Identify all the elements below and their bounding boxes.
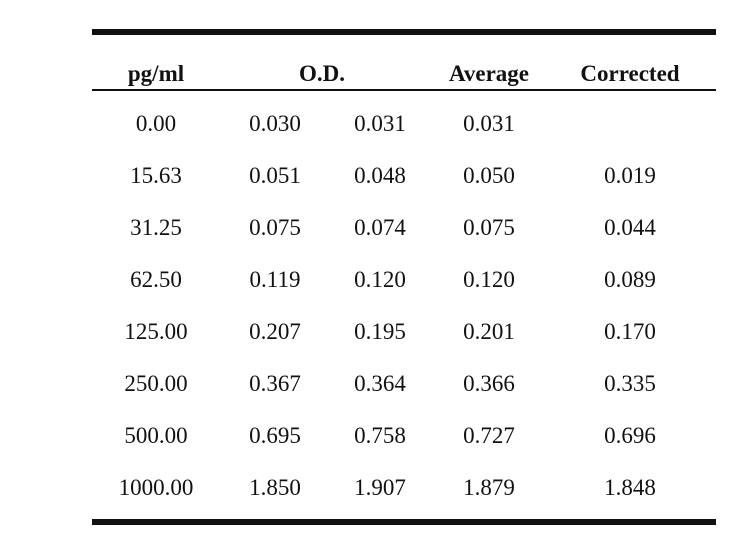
cell-average: 0.201 bbox=[463, 319, 515, 344]
cell-average: 0.366 bbox=[463, 371, 515, 396]
standard-curve-table: pg/ml O.D. Average Corrected 0.00 0.030 … bbox=[92, 29, 716, 525]
cell-average: 0.727 bbox=[463, 423, 515, 448]
cell-od-1: 0.207 bbox=[249, 319, 301, 344]
cell-concentration: 31.25 bbox=[130, 215, 182, 240]
table-row: 0.00 0.030 0.031 0.031 bbox=[92, 99, 716, 151]
cell-corrected: 0.335 bbox=[604, 371, 656, 396]
cell-od-1: 0.051 bbox=[249, 163, 301, 188]
cell-od-1: 0.367 bbox=[249, 371, 301, 396]
cell-od-2: 0.758 bbox=[354, 423, 406, 448]
cell-concentration: 15.63 bbox=[130, 163, 182, 188]
cell-corrected: 0.170 bbox=[604, 319, 656, 344]
cell-od-1: 0.695 bbox=[249, 423, 301, 448]
table-bottom-rule bbox=[92, 519, 716, 525]
cell-concentration: 62.50 bbox=[130, 267, 182, 292]
cell-concentration: 125.00 bbox=[124, 319, 188, 344]
cell-od-2: 0.364 bbox=[354, 371, 406, 396]
cell-average: 0.120 bbox=[463, 267, 515, 292]
table-header-row: pg/ml O.D. Average Corrected bbox=[92, 35, 716, 89]
table-row: 15.63 0.051 0.048 0.050 0.019 bbox=[92, 151, 716, 203]
cell-od-2: 0.074 bbox=[354, 215, 406, 240]
cell-od-2: 0.048 bbox=[354, 163, 406, 188]
header-concentration: pg/ml bbox=[127, 61, 185, 86]
cell-corrected: 0.044 bbox=[604, 215, 656, 240]
table-row: 250.00 0.367 0.364 0.366 0.335 bbox=[92, 359, 716, 411]
cell-od-1: 0.119 bbox=[249, 267, 301, 292]
cell-od-2: 0.195 bbox=[354, 319, 406, 344]
cell-average: 1.879 bbox=[463, 475, 515, 500]
cell-average: 0.031 bbox=[463, 111, 515, 136]
header-corrected: Corrected bbox=[580, 61, 680, 86]
cell-concentration: 1000.00 bbox=[118, 475, 194, 500]
cell-corrected: 0.089 bbox=[604, 267, 656, 292]
cell-od-2: 0.120 bbox=[354, 267, 406, 292]
header-od: O.D. bbox=[299, 61, 345, 86]
cell-average: 0.075 bbox=[463, 215, 515, 240]
cell-od-2: 0.031 bbox=[354, 111, 406, 136]
cell-concentration: 0.00 bbox=[135, 111, 177, 136]
cell-concentration: 250.00 bbox=[124, 371, 188, 396]
table-row: 31.25 0.075 0.074 0.075 0.044 bbox=[92, 203, 716, 255]
cell-od-1: 0.075 bbox=[249, 215, 301, 240]
cell-concentration: 500.00 bbox=[124, 423, 188, 448]
table-header-rule bbox=[92, 89, 716, 91]
cell-corrected: 1.848 bbox=[604, 475, 656, 500]
table-top-rule bbox=[92, 29, 716, 35]
cell-od-2: 1.907 bbox=[354, 475, 406, 500]
table-row: 62.50 0.119 0.120 0.120 0.089 bbox=[92, 255, 716, 307]
cell-od-1: 0.030 bbox=[249, 111, 301, 136]
table-row: 500.00 0.695 0.758 0.727 0.696 bbox=[92, 411, 716, 463]
cell-od-1: 1.850 bbox=[249, 475, 301, 500]
cell-average: 0.050 bbox=[463, 163, 515, 188]
table-row: 1000.00 1.850 1.907 1.879 1.848 bbox=[92, 463, 716, 515]
cell-corrected: 0.696 bbox=[604, 423, 656, 448]
table-row: 125.00 0.207 0.195 0.201 0.170 bbox=[92, 307, 716, 359]
header-average: Average bbox=[448, 61, 530, 86]
cell-corrected: 0.019 bbox=[604, 163, 656, 188]
table-body: 0.00 0.030 0.031 0.031 15.63 0.051 0.048… bbox=[92, 91, 716, 519]
